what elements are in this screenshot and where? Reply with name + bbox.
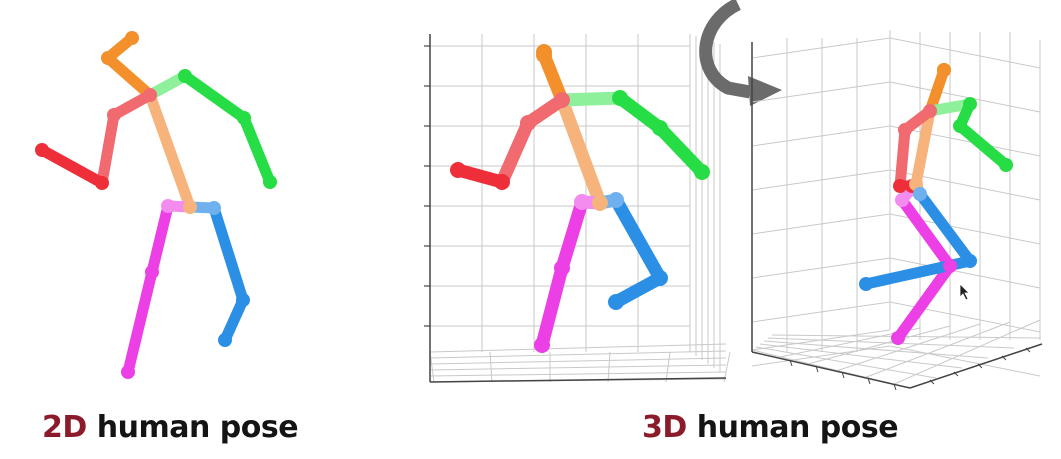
bone-right-upper-arm (96, 109, 120, 189)
bone-left-shin (609, 271, 667, 309)
joint-rEl (893, 179, 907, 193)
bone-right-shin (535, 261, 569, 352)
joint-lEl (953, 119, 967, 133)
joint-rSh (107, 108, 121, 122)
joint-headTop (125, 31, 139, 45)
joint-pelvis (183, 200, 197, 214)
bone-neck (537, 48, 569, 107)
joint-lAn (859, 277, 873, 291)
joint-rHip (574, 194, 590, 210)
joint-rEl (95, 176, 109, 190)
bone-left-shin (219, 294, 249, 346)
bone-right-thigh (146, 200, 174, 278)
joint-lKn (652, 270, 668, 286)
joint-lHip (913, 187, 927, 201)
joint-neck (554, 92, 570, 108)
joint-lKn (236, 293, 250, 307)
joint-neck (143, 88, 157, 102)
bone-spine (144, 89, 196, 213)
bone-spine (910, 105, 936, 190)
joint-head (937, 63, 951, 77)
joint-lAn (218, 333, 232, 347)
caption-3d-text: human pose (686, 410, 899, 445)
pose-3d-skeleton-rotated-view (859, 63, 1013, 345)
joint-rEl (494, 174, 510, 190)
pose-2d-skeleton (35, 31, 277, 379)
bone-right-forearm (36, 144, 108, 189)
joint-lEl (652, 120, 668, 136)
caption-2d-text: human pose (86, 410, 299, 445)
mouse-cursor-icon (959, 283, 970, 301)
bone-left-forearm (653, 121, 709, 179)
joint-head (536, 47, 552, 63)
joint-rWr (450, 162, 466, 178)
bone-left-thigh (609, 193, 667, 285)
joint-lWr (694, 164, 710, 180)
bone-right-upper-arm (894, 124, 911, 192)
joint-pelvis (592, 195, 608, 211)
caption-3d-human-pose: 3D human pose (642, 410, 899, 445)
joint-lWr (999, 158, 1013, 172)
joint-lSh (963, 97, 977, 111)
joint-rKn (145, 265, 159, 279)
bone-left-upper-arm (179, 70, 250, 124)
bone-right-thigh (896, 194, 956, 272)
joint-lHip (608, 192, 624, 208)
caption-2d-human-pose: 2D human pose (42, 410, 299, 445)
joint-lEl (237, 111, 251, 125)
bone-spine (555, 93, 607, 210)
joint-rKn (554, 260, 570, 276)
bone-right-thigh (555, 195, 589, 275)
bone-right-upper-arm (495, 116, 535, 189)
bone-left-forearm (238, 112, 276, 188)
joint-neck (923, 104, 937, 118)
joint-lSh (178, 69, 192, 83)
joint-rKn (943, 259, 957, 273)
caption-3d-highlight: 3D (642, 410, 687, 445)
joint-rWr (35, 143, 49, 157)
joint-head (101, 51, 115, 65)
curved-rotate-arrow-icon (699, 0, 782, 106)
joint-lHip (207, 201, 221, 215)
joint-rSh (898, 123, 912, 137)
bone-right-shin (122, 266, 158, 378)
bone-left-shoulder (555, 91, 627, 107)
joint-lKn (963, 254, 977, 268)
joint-lWr (263, 175, 277, 189)
joint-rAn (534, 337, 550, 353)
bone-left-upper-arm (613, 91, 667, 135)
joint-rHip (161, 199, 175, 213)
bone-right-shin (892, 260, 956, 344)
bone-left-thigh (914, 188, 976, 267)
joint-rAn (121, 365, 135, 379)
joint-lSh (612, 90, 628, 106)
caption-2d-highlight: 2D (42, 410, 87, 445)
bone-neck (924, 64, 950, 117)
joint-rSh (520, 115, 536, 131)
bone-neck (102, 52, 156, 101)
bone-left-forearm (954, 120, 1012, 171)
bone-left-thigh (208, 202, 249, 306)
pose-3d-skeleton-front-view (450, 44, 710, 353)
joint-rAn (891, 331, 905, 345)
joint-rHip (895, 193, 909, 207)
joint-lAn (608, 294, 624, 310)
